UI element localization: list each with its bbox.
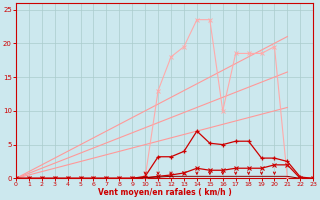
- X-axis label: Vent moyen/en rafales ( km/h ): Vent moyen/en rafales ( km/h ): [98, 188, 231, 197]
